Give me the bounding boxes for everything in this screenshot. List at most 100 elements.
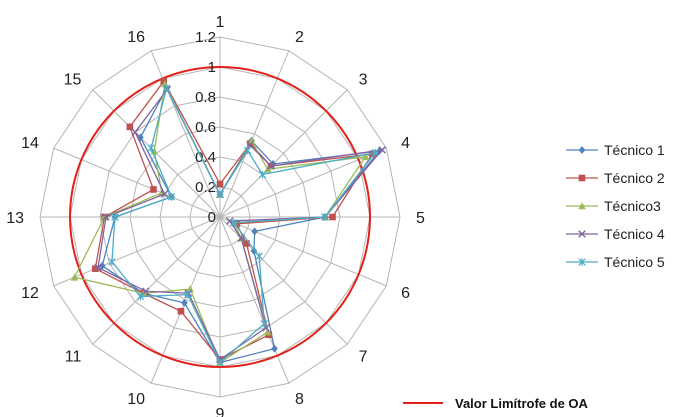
data-point bbox=[371, 148, 379, 157]
tick-labels: 00.20.40.60.811.2 bbox=[195, 29, 216, 226]
data-point bbox=[150, 186, 157, 193]
data-point bbox=[230, 218, 238, 227]
data-point bbox=[361, 152, 370, 161]
data-point bbox=[329, 213, 336, 221]
category-label: 5 bbox=[416, 210, 425, 227]
data-point bbox=[267, 162, 275, 170]
grid-spoke bbox=[219, 89, 348, 218]
data-point bbox=[260, 319, 268, 328]
tick-label: 1.2 bbox=[195, 29, 216, 46]
category-label: 1 bbox=[216, 14, 225, 31]
category-label: 9 bbox=[216, 406, 225, 417]
data-point bbox=[378, 146, 386, 154]
data-point bbox=[321, 213, 329, 221]
tick-label: 0.6 bbox=[195, 119, 216, 136]
category-label: 3 bbox=[359, 71, 368, 88]
data-point bbox=[131, 128, 139, 136]
legend-item: Técnico 4 bbox=[566, 226, 665, 242]
data-point bbox=[70, 273, 79, 281]
grid bbox=[39, 36, 401, 398]
data-point bbox=[126, 123, 134, 131]
data-point bbox=[160, 77, 168, 85]
series-4 bbox=[94, 85, 386, 364]
data-point bbox=[216, 358, 224, 367]
legend-label: Valor Limítrofe de OA bbox=[455, 396, 589, 411]
data-point bbox=[184, 290, 192, 299]
category-label: 11 bbox=[65, 349, 82, 366]
data-point bbox=[251, 227, 258, 236]
grid-spoke bbox=[150, 216, 221, 384]
legend-threshold: Valor Limítrofe de OA bbox=[403, 396, 589, 411]
series-line bbox=[111, 86, 377, 364]
data-point bbox=[160, 190, 169, 198]
data-point bbox=[108, 257, 116, 266]
category-label: 8 bbox=[295, 391, 304, 408]
series-line bbox=[97, 88, 384, 361]
data-point bbox=[137, 133, 144, 142]
data-point bbox=[94, 263, 102, 272]
data-point bbox=[147, 144, 155, 152]
category-label: 14 bbox=[21, 135, 39, 152]
legend-label: Técnico 2 bbox=[604, 170, 665, 186]
legend-item: Técnico3 bbox=[566, 198, 661, 214]
data-point-stroke bbox=[267, 162, 275, 170]
data-point-stroke bbox=[131, 128, 139, 136]
legend-item: Técnico 2 bbox=[566, 170, 665, 186]
data-point bbox=[181, 298, 188, 307]
legend-label: Técnico 4 bbox=[604, 226, 665, 242]
data-point bbox=[578, 230, 586, 238]
legend-label: Técnico 1 bbox=[604, 142, 665, 158]
category-label: 12 bbox=[21, 285, 39, 302]
data-point bbox=[578, 146, 586, 154]
data-point bbox=[258, 170, 267, 179]
data-point-stroke bbox=[94, 263, 102, 272]
data-point bbox=[263, 328, 272, 336]
category-label: 13 bbox=[6, 210, 24, 227]
category-label: 10 bbox=[127, 391, 145, 408]
data-point bbox=[216, 180, 224, 188]
data-point bbox=[225, 217, 234, 225]
data-point bbox=[243, 240, 250, 247]
data-point-stroke bbox=[378, 146, 386, 154]
tick-label: 0.8 bbox=[195, 89, 216, 106]
tick-label: 1 bbox=[208, 59, 216, 76]
legend: Técnico 1 Técnico 2 Técnico3 Técnico 4 Técni… bbox=[403, 142, 665, 411]
data-point bbox=[250, 246, 258, 255]
data-point bbox=[102, 213, 110, 221]
threshold-circle bbox=[69, 66, 371, 368]
category-label: 4 bbox=[401, 135, 410, 152]
legend-item: Técnico 1 bbox=[566, 142, 665, 158]
data-point-stroke bbox=[578, 230, 586, 238]
data-point-stroke bbox=[225, 217, 234, 225]
data-point bbox=[578, 174, 586, 182]
grid-spoke bbox=[92, 216, 221, 345]
category-label: 7 bbox=[359, 349, 368, 366]
data-point bbox=[243, 146, 252, 155]
tick-label: 0.2 bbox=[195, 179, 216, 196]
grid-spoke bbox=[53, 216, 221, 287]
tick-label: 0 bbox=[208, 209, 216, 226]
data-point-stroke bbox=[102, 213, 110, 221]
category-label: 16 bbox=[127, 29, 145, 46]
data-point bbox=[578, 202, 586, 210]
data-point-stroke bbox=[262, 324, 270, 332]
data-point bbox=[136, 292, 145, 301]
series-5 bbox=[108, 84, 379, 367]
data-point bbox=[111, 213, 119, 221]
legend-item: Técnico 5 bbox=[566, 254, 665, 270]
data-point bbox=[162, 84, 171, 92]
data-point bbox=[255, 252, 263, 261]
grid-spoke bbox=[219, 50, 290, 218]
data-point-stroke bbox=[160, 190, 169, 198]
data-point bbox=[91, 265, 99, 272]
grid-spoke bbox=[219, 147, 387, 218]
legend-label: Técnico 5 bbox=[604, 254, 665, 270]
data-point bbox=[167, 193, 176, 201]
data-point bbox=[98, 261, 106, 270]
data-point bbox=[271, 344, 278, 353]
category-label: 2 bbox=[295, 29, 304, 46]
data-point bbox=[578, 258, 586, 266]
